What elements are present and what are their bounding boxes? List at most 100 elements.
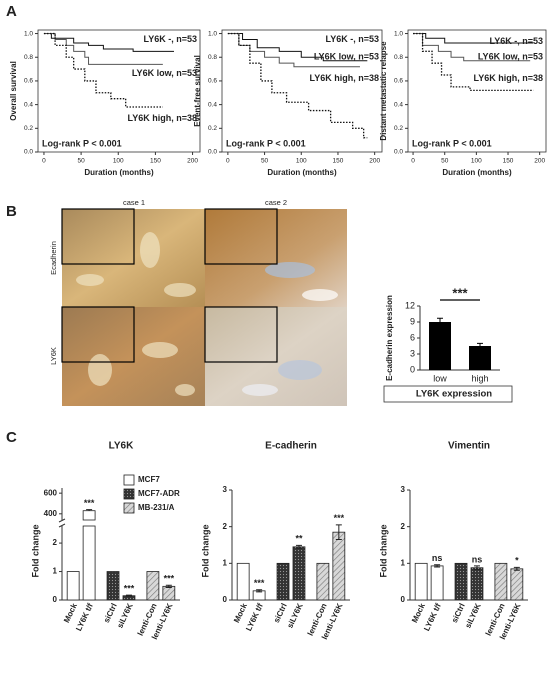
significance: **: [295, 534, 303, 544]
significance: ***: [254, 578, 265, 588]
bar: [276, 562, 290, 601]
y-tick-label: 1.0: [24, 30, 33, 37]
y-tick-label: 0.2: [24, 125, 33, 132]
error-bar: [165, 584, 172, 588]
bar: [236, 562, 250, 601]
legend-label: MB-231/A: [138, 503, 175, 512]
error-bar: [473, 565, 480, 571]
y-tick-label: 2: [53, 538, 58, 547]
significance: ***: [334, 513, 345, 523]
y-axis-label: Fold change: [30, 524, 40, 577]
legend-swatch: [123, 502, 135, 514]
x-tick-label: high: [471, 373, 488, 383]
row-label: LY6K: [49, 347, 58, 365]
significance: ns: [432, 553, 443, 563]
error-bar: [335, 524, 342, 540]
significance: ns: [472, 554, 483, 564]
bar: [469, 346, 491, 370]
x-tick-label: Mock: [410, 601, 427, 624]
chart-title: E-cadherin: [265, 441, 317, 452]
plot-frame: [37, 29, 201, 153]
x-tick-label: 100: [296, 158, 307, 165]
error-bar: [477, 342, 483, 346]
y-tick-label: 0.4: [394, 101, 403, 108]
y-tick-label: 0.0: [24, 149, 33, 156]
bar: [292, 546, 306, 601]
y-tick-label: 12: [405, 300, 415, 310]
y-tick-label: 0.6: [394, 78, 403, 85]
x-tick-label: 0: [411, 158, 415, 165]
y-tick-label: 0.8: [208, 54, 217, 61]
survival-curve: [43, 33, 174, 52]
survival-curve: [227, 33, 360, 68]
y-tick-label: 2: [401, 522, 406, 531]
y-tick-label: 0.8: [394, 54, 403, 61]
legend-label: MCF7-ADR: [138, 489, 180, 498]
y-tick-label: 0.2: [208, 125, 217, 132]
y-tick-label: 1: [401, 558, 406, 567]
x-tick-label: 100: [471, 158, 482, 165]
x-tick-label: 150: [333, 158, 344, 165]
bar: [414, 562, 428, 601]
inset: [204, 306, 278, 363]
plot-frame: [407, 29, 547, 153]
row-label: Ecadherin: [49, 241, 58, 275]
y-tick-label: 0.4: [24, 101, 33, 108]
error-bar: [125, 594, 132, 597]
y-tick-label: 0.0: [208, 149, 217, 156]
bar: [146, 571, 160, 601]
y-tick-label: 0.6: [208, 78, 217, 85]
y-axis-label: Event-free survival: [193, 55, 202, 127]
y-tick-label: 1: [223, 558, 228, 567]
survival-curve: [43, 32, 163, 108]
bar: [470, 567, 484, 601]
y-tick-label: 400: [44, 509, 58, 518]
bar: [82, 525, 96, 601]
x-tick-label: 200: [187, 158, 198, 165]
bar: [316, 562, 330, 601]
bar: [332, 531, 346, 601]
x-tick-label: 200: [534, 158, 545, 165]
bar: [510, 568, 524, 601]
annotation: Log-rank P < 0.001: [42, 138, 122, 148]
bar: [66, 571, 80, 601]
series-label: LY6K low, n=53: [314, 52, 379, 62]
series-label: LY6K low, n=53: [132, 68, 197, 78]
series-label: LY6K high, n=38: [128, 113, 197, 123]
y-tick-label: 0.8: [24, 54, 33, 61]
y-tick-label: 0: [223, 595, 228, 604]
y-tick-label: 0.4: [208, 101, 217, 108]
x-tick-label: 100: [113, 158, 124, 165]
x-tick-label: low: [433, 373, 447, 383]
series-label: LY6K high, n=38: [310, 73, 379, 83]
legend-swatch: [123, 474, 135, 486]
error-bar: [513, 566, 520, 571]
error-bar: [86, 509, 93, 511]
x-tick-label: siCtrl: [272, 602, 289, 624]
y-tick-label: 1.0: [394, 30, 403, 37]
x-label-box: [383, 385, 513, 403]
x-axis-label: Duration (months): [84, 168, 154, 177]
y-tick-label: 0: [53, 595, 58, 604]
x-tick-label: 50: [261, 158, 269, 165]
x-tick-label: Mock: [62, 601, 79, 624]
x-tick-label: 50: [77, 158, 85, 165]
error-bar: [434, 564, 441, 568]
bar: [429, 322, 451, 370]
x-tick-label: 50: [441, 158, 449, 165]
y-tick-label: 1: [53, 567, 58, 576]
x-tick-label: 0: [226, 158, 230, 165]
y-tick-label: 0: [401, 595, 406, 604]
y-tick-label: 3: [401, 485, 406, 494]
series-label: LY6K -, n=53: [490, 36, 543, 46]
column-label: case 1: [123, 198, 145, 207]
annotation: Log-rank P < 0.001: [412, 138, 492, 148]
legend-swatch: [123, 488, 135, 500]
legend-label: MCF7: [138, 475, 160, 484]
y-tick-label: 0.6: [24, 78, 33, 85]
y-tick-label: 0.2: [394, 125, 403, 132]
series-label: LY6K -, n=53: [144, 34, 197, 44]
x-axis-label: Duration (months): [442, 168, 512, 177]
inset: [61, 306, 135, 363]
